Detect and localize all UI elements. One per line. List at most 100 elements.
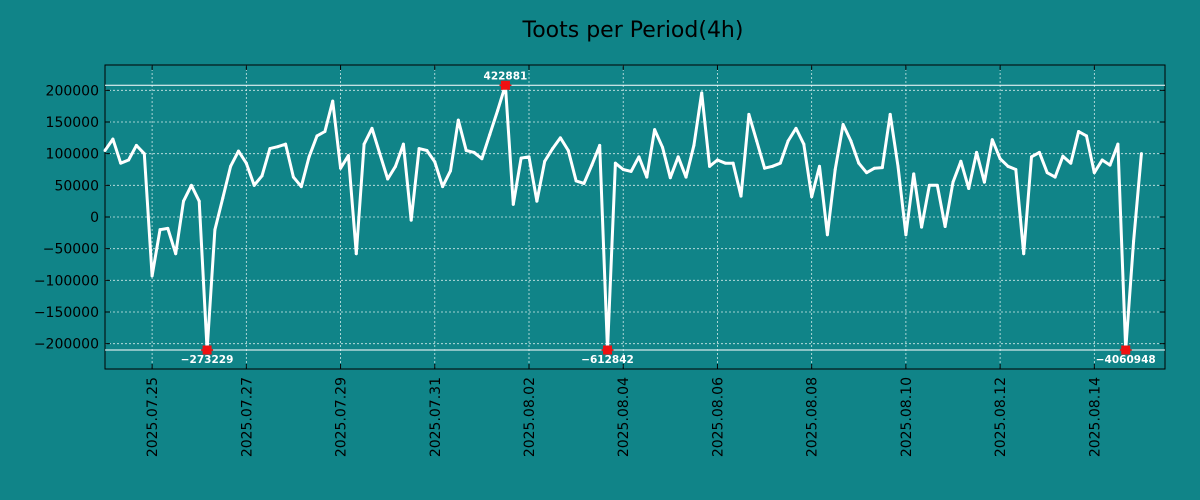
data-point [331, 99, 335, 103]
data-point [1132, 239, 1136, 243]
data-point [551, 147, 555, 151]
data-point [1045, 171, 1049, 175]
data-point [417, 147, 421, 151]
xtick-label: 2025.07.31 [428, 377, 444, 457]
ytick-label: 200000 [46, 83, 99, 99]
data-point [174, 252, 178, 256]
data-point [221, 196, 225, 200]
data-point [904, 233, 908, 237]
data-point [660, 145, 664, 149]
annotation-label: −4060948 [1096, 354, 1156, 366]
data-point [708, 164, 712, 168]
data-point [857, 161, 861, 165]
data-point [566, 149, 570, 152]
data-point [841, 123, 845, 127]
data-point [496, 109, 500, 113]
data-point [731, 161, 735, 165]
chart-title: Toots per Period(4h) [522, 18, 744, 43]
data-point [943, 225, 947, 228]
ytick-label: 150000 [46, 115, 99, 131]
data-point [825, 233, 829, 237]
data-point [346, 154, 350, 158]
data-point [197, 199, 201, 203]
data-point [354, 252, 358, 256]
data-point [935, 183, 939, 187]
data-point [558, 136, 562, 140]
data-point [912, 172, 916, 176]
data-point [182, 199, 186, 203]
data-point [394, 164, 398, 168]
data-point [715, 158, 719, 162]
data-point [307, 155, 311, 159]
data-point [778, 161, 782, 165]
data-point [339, 166, 343, 170]
data-point [1014, 168, 1018, 171]
data-point [574, 179, 578, 183]
data-point [927, 183, 931, 187]
data-point [865, 171, 869, 175]
data-point [653, 128, 657, 132]
data-point [472, 150, 476, 154]
data-point [134, 143, 138, 147]
data-point [268, 147, 272, 151]
xtick-label: 2025.08.12 [993, 377, 1009, 457]
data-point [386, 177, 390, 181]
data-point [582, 181, 586, 185]
data-point [213, 228, 217, 232]
data-point [323, 130, 327, 133]
data-point [142, 152, 146, 156]
data-point [103, 149, 107, 152]
data-point [244, 161, 248, 165]
data-point [747, 112, 751, 116]
data-point [1037, 150, 1041, 154]
data-point [982, 180, 986, 184]
data-point [880, 166, 884, 170]
data-point [818, 164, 822, 168]
data-point [755, 139, 759, 143]
data-point [189, 183, 193, 187]
data-point [1061, 154, 1065, 158]
data-point [770, 164, 774, 168]
data-point [598, 143, 602, 147]
data-point [236, 149, 240, 153]
data-point [951, 180, 955, 184]
data-point [480, 157, 484, 161]
data-point [888, 112, 892, 116]
xtick-label: 2025.08.14 [1087, 377, 1103, 457]
data-point [370, 126, 374, 130]
data-point [456, 118, 460, 122]
data-point [920, 225, 924, 229]
data-point [150, 274, 154, 278]
data-point [629, 169, 633, 173]
data-point [1100, 158, 1104, 162]
data-point [1030, 155, 1034, 159]
data-point [260, 174, 264, 178]
data-point [810, 195, 814, 199]
data-point [613, 161, 617, 165]
data-point [362, 142, 366, 146]
data-point [590, 163, 594, 167]
data-point [448, 169, 452, 173]
data-point [967, 187, 971, 190]
xtick-label: 2025.08.08 [805, 377, 821, 457]
data-point [284, 142, 288, 146]
data-point [637, 155, 641, 159]
data-point [252, 183, 256, 187]
xtick-label: 2025.08.06 [710, 377, 726, 457]
data-point [441, 185, 445, 189]
data-point [409, 218, 413, 222]
data-point [692, 143, 696, 147]
data-point [645, 175, 649, 179]
data-point [425, 149, 429, 152]
data-point [1053, 175, 1057, 179]
data-point [229, 164, 233, 168]
data-point [1139, 152, 1143, 156]
data-point [896, 164, 900, 168]
data-point [763, 166, 767, 170]
data-point [794, 126, 798, 130]
data-point [959, 159, 963, 163]
data-point [127, 158, 131, 162]
data-point [1084, 134, 1088, 138]
data-point [378, 152, 382, 156]
data-point [739, 194, 743, 198]
